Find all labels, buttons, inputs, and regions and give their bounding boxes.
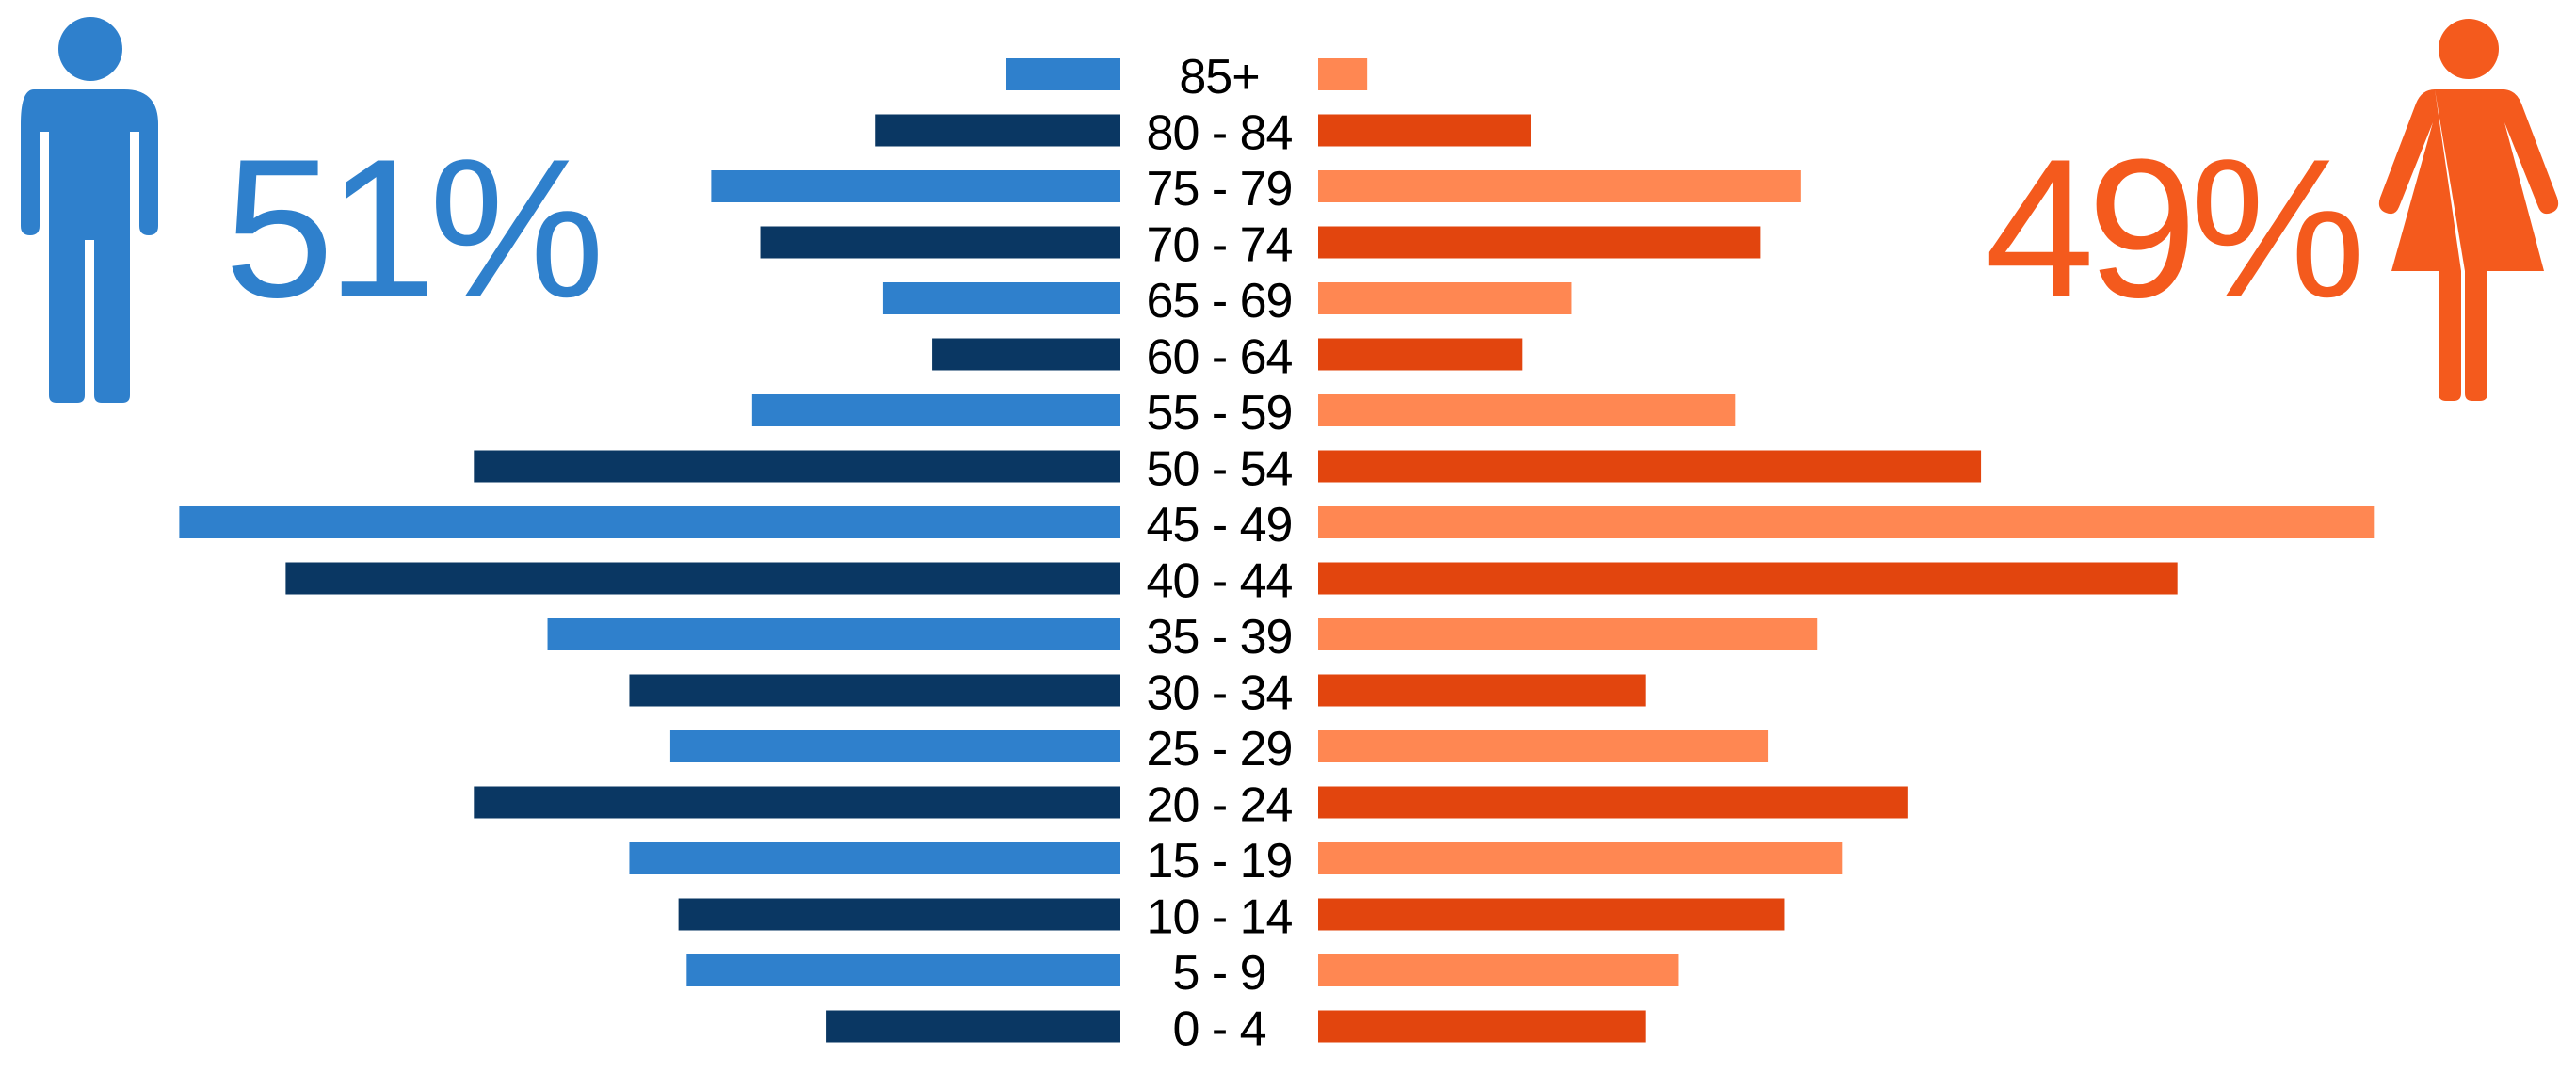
age-group-label: 35 - 39 xyxy=(1147,610,1293,665)
male-bar xyxy=(678,898,1120,931)
male-bar xyxy=(882,282,1120,314)
age-group-label: 80 - 84 xyxy=(1147,106,1293,161)
female-bar xyxy=(1318,450,1982,483)
female-bar xyxy=(1318,394,1736,426)
male-bar xyxy=(686,954,1120,986)
age-group-label: 75 - 79 xyxy=(1147,162,1293,216)
male-bar xyxy=(547,618,1120,650)
male-bar xyxy=(711,170,1120,202)
male-bar xyxy=(760,226,1120,259)
age-group-label: 30 - 34 xyxy=(1147,666,1293,721)
male-bar xyxy=(669,730,1120,762)
female-bar xyxy=(1318,226,1761,259)
female-bar xyxy=(1318,338,1523,371)
age-group-label: 60 - 64 xyxy=(1147,330,1293,385)
female-bar xyxy=(1318,562,2178,595)
female-bar xyxy=(1318,786,1908,819)
female-bar xyxy=(1318,58,1368,90)
age-group-label: 45 - 49 xyxy=(1147,498,1293,553)
age-group-label: 10 - 14 xyxy=(1147,890,1293,945)
female-bar xyxy=(1318,170,1801,202)
female-bars xyxy=(1318,58,2375,1043)
female-bar xyxy=(1318,114,1531,147)
male-bar xyxy=(932,338,1120,371)
male-bar xyxy=(629,842,1120,874)
male-person-icon xyxy=(21,17,158,403)
female-bar xyxy=(1318,730,1769,762)
male-bar xyxy=(285,562,1120,595)
age-group-label: 40 - 44 xyxy=(1147,554,1293,609)
age-group-label: 0 - 4 xyxy=(1172,1002,1265,1057)
female-bar xyxy=(1318,898,1785,931)
female-bar xyxy=(1318,674,1646,707)
female-bar xyxy=(1318,1010,1646,1043)
female-bar xyxy=(1318,618,1818,650)
age-group-label: 65 - 69 xyxy=(1147,274,1293,328)
age-group-label: 25 - 29 xyxy=(1147,722,1293,777)
male-bar xyxy=(474,786,1120,819)
age-group-label: 85+ xyxy=(1179,50,1259,104)
male-percentage: 51% xyxy=(224,118,599,339)
female-bar xyxy=(1318,282,1572,314)
male-bars xyxy=(179,58,1120,1043)
female-bar xyxy=(1318,842,1843,874)
age-group-label: 70 - 74 xyxy=(1147,218,1293,273)
age-group-label: 20 - 24 xyxy=(1147,778,1293,833)
age-group-label: 15 - 19 xyxy=(1147,834,1293,889)
age-group-label: 50 - 54 xyxy=(1147,442,1293,497)
female-person-icon xyxy=(2378,19,2559,401)
male-bar xyxy=(826,1010,1120,1043)
male-bar xyxy=(875,114,1120,147)
age-group-label: 5 - 9 xyxy=(1172,946,1265,1001)
male-bar xyxy=(1006,58,1120,90)
male-bar xyxy=(179,506,1120,538)
female-bar xyxy=(1318,954,1679,986)
age-group-label: 55 - 59 xyxy=(1147,386,1293,440)
male-bar xyxy=(629,674,1120,707)
male-bar xyxy=(751,394,1120,426)
female-percentage: 49% xyxy=(1985,118,2359,339)
female-bar xyxy=(1318,506,2375,538)
male-bar xyxy=(474,450,1120,483)
